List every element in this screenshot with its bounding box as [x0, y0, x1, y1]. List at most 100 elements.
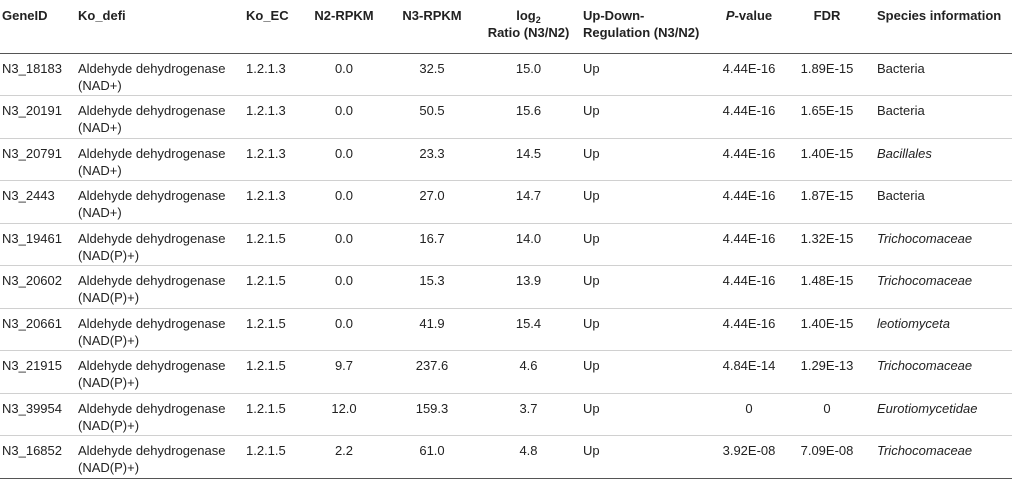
cell-fdr: 1.89E-15: [787, 53, 867, 96]
cell-ko-ec: 1.2.1.5: [244, 393, 300, 436]
cell-n3-rpkm: 16.7: [388, 223, 476, 266]
cell-fdr: 0: [787, 393, 867, 436]
header-gene-id: GeneID: [0, 0, 76, 54]
cell-ko-defi-line2: (NAD(P)+): [78, 460, 140, 475]
header-updown-line2: Regulation (N3/N2): [583, 25, 700, 40]
cell-ko-ec: 1.2.1.3: [244, 53, 300, 96]
cell-ko-ec: 1.2.1.3: [244, 180, 300, 224]
cell-species: Bacteria: [867, 180, 1012, 224]
cell-ko-ec: 1.2.1.3: [244, 95, 300, 139]
cell-n2-rpkm: 12.0: [300, 393, 388, 436]
cell-gene-id: N3_20791: [0, 138, 76, 181]
cell-ko-ec: 1.2.1.5: [244, 265, 300, 309]
cell-ko-defi: Aldehyde dehydrogenase (NAD(P)+): [76, 393, 244, 436]
cell-log2-ratio: 4.8: [476, 435, 581, 479]
cell-updown: Up: [581, 95, 711, 139]
table-row: N3_16852 Aldehyde dehydrogenase (NAD(P)+) 1…: [0, 435, 1012, 479]
cell-n2-rpkm: 2.2: [300, 435, 388, 479]
cell-ko-defi: Aldehyde dehydrogenase (NAD(P)+): [76, 223, 244, 266]
cell-species: Bacillales: [867, 138, 1012, 181]
cell-log2-ratio: 14.7: [476, 180, 581, 224]
cell-fdr: 1.29E-13: [787, 350, 867, 394]
cell-n3-rpkm: 32.5: [388, 53, 476, 96]
cell-ko-defi-line2: (NAD(P)+): [78, 290, 140, 305]
cell-fdr: 1.48E-15: [787, 265, 867, 309]
cell-ko-defi-line2: (NAD+): [78, 162, 122, 178]
cell-updown: Up: [581, 138, 711, 181]
cell-log2-ratio: 14.0: [476, 223, 581, 266]
cell-fdr: 1.87E-15: [787, 180, 867, 224]
header-n3-rpkm: N3-RPKM: [388, 0, 476, 54]
header-row: GeneID Ko_defi Ko_EC N2-RPKM N3-RPKM log…: [0, 0, 1012, 54]
cell-ko-defi-line2: (NAD+): [78, 77, 122, 93]
header-updown-line1: Up-Down-: [583, 8, 645, 23]
cell-fdr: 1.40E-15: [787, 308, 867, 351]
header-updown: Up-Down- Regulation (N3/N2): [581, 0, 711, 54]
cell-gene-id: N3_21915: [0, 350, 76, 394]
header-log2-line2: Ratio (N3/N2): [487, 25, 570, 40]
cell-ko-defi: Aldehyde dehydrogenase (NAD+): [76, 53, 244, 96]
header-fdr: FDR: [787, 0, 867, 54]
cell-pvalue: 4.44E-16: [711, 138, 787, 181]
header-species: Species information: [867, 0, 1012, 54]
cell-ko-defi-line1: Aldehyde dehydrogenase: [78, 315, 226, 331]
cell-species: leotiomyceta: [867, 308, 1012, 351]
cell-log2-ratio: 15.6: [476, 95, 581, 139]
cell-pvalue: 3.92E-08: [711, 435, 787, 479]
table-row: N3_39954 Aldehyde dehydrogenase (NAD(P)+) 1…: [0, 393, 1012, 436]
cell-species: Trichocomaceae: [867, 435, 1012, 479]
table-row: N3_18183 Aldehyde dehydrogenase (NAD+) 1.2.…: [0, 53, 1012, 96]
cell-log2-ratio: 13.9: [476, 265, 581, 309]
header-ko-ec: Ko_EC: [244, 0, 300, 54]
cell-gene-id: N3_20191: [0, 95, 76, 139]
cell-updown: Up: [581, 308, 711, 351]
cell-species: Trichocomaceae: [867, 223, 1012, 266]
cell-pvalue: 4.44E-16: [711, 265, 787, 309]
cell-ko-defi-line1: Aldehyde dehydrogenase: [78, 145, 226, 161]
table-row: N3_2443 Aldehyde dehydrogenase (NAD+) 1.2.1…: [0, 180, 1012, 224]
cell-gene-id: N3_39954: [0, 393, 76, 436]
cell-ko-defi: Aldehyde dehydrogenase (NAD(P)+): [76, 435, 244, 479]
cell-ko-defi-line2: (NAD+): [78, 120, 122, 135]
cell-ko-defi: Aldehyde dehydrogenase (NAD(P)+): [76, 308, 244, 351]
cell-species: Bacteria: [867, 95, 1012, 139]
cell-gene-id: N3_16852: [0, 435, 76, 479]
cell-ko-defi-line2: (NAD(P)+): [78, 247, 140, 263]
header-log2-ratio: log2 Ratio (N3/N2): [476, 0, 581, 54]
cell-log2-ratio: 15.4: [476, 308, 581, 351]
cell-ko-defi: Aldehyde dehydrogenase (NAD+): [76, 180, 244, 224]
table-row: N3_21915 Aldehyde dehydrogenase (NAD(P)+) 1…: [0, 350, 1012, 394]
cell-species: Trichocomaceae: [867, 350, 1012, 394]
cell-updown: Up: [581, 53, 711, 96]
cell-updown: Up: [581, 265, 711, 309]
cell-n3-rpkm: 159.3: [388, 393, 476, 436]
cell-updown: Up: [581, 180, 711, 224]
header-pvalue-rest: -value: [734, 8, 773, 23]
cell-updown: Up: [581, 435, 711, 479]
cell-ko-defi-line1: Aldehyde dehydrogenase: [78, 103, 226, 118]
cell-ko-defi-line2: (NAD(P)+): [78, 332, 140, 348]
table-row: N3_20791 Aldehyde dehydrogenase (NAD+) 1.2.…: [0, 138, 1012, 181]
cell-ko-defi-line1: Aldehyde dehydrogenase: [78, 443, 226, 458]
cell-ko-defi-line2: (NAD(P)+): [78, 375, 140, 390]
cell-updown: Up: [581, 223, 711, 266]
header-pvalue-p: P: [725, 8, 735, 23]
table-body: N3_18183 Aldehyde dehydrogenase (NAD+) 1.2.…: [0, 53, 1012, 479]
cell-ko-defi: Aldehyde dehydrogenase (NAD(P)+): [76, 350, 244, 394]
cell-updown: Up: [581, 350, 711, 394]
cell-ko-defi-line2: (NAD(P)+): [78, 417, 140, 433]
cell-species: Trichocomaceae: [867, 265, 1012, 309]
cell-gene-id: N3_19461: [0, 223, 76, 266]
table-row: N3_20191 Aldehyde dehydrogenase (NAD+) 1.2.…: [0, 95, 1012, 139]
header-log2-sub: 2: [535, 15, 541, 25]
cell-ko-defi-line1: Aldehyde dehydrogenase: [78, 230, 226, 246]
cell-species: Eurotiomycetidae: [867, 393, 1012, 436]
cell-ko-ec: 1.2.1.5: [244, 350, 300, 394]
cell-n3-rpkm: 27.0: [388, 180, 476, 224]
cell-pvalue: 4.44E-16: [711, 308, 787, 351]
cell-fdr: 7.09E-08: [787, 435, 867, 479]
cell-species: Bacteria: [867, 53, 1012, 96]
cell-pvalue: 4.44E-16: [711, 223, 787, 266]
cell-ko-ec: 1.2.1.5: [244, 435, 300, 479]
cell-pvalue: 0: [711, 393, 787, 436]
